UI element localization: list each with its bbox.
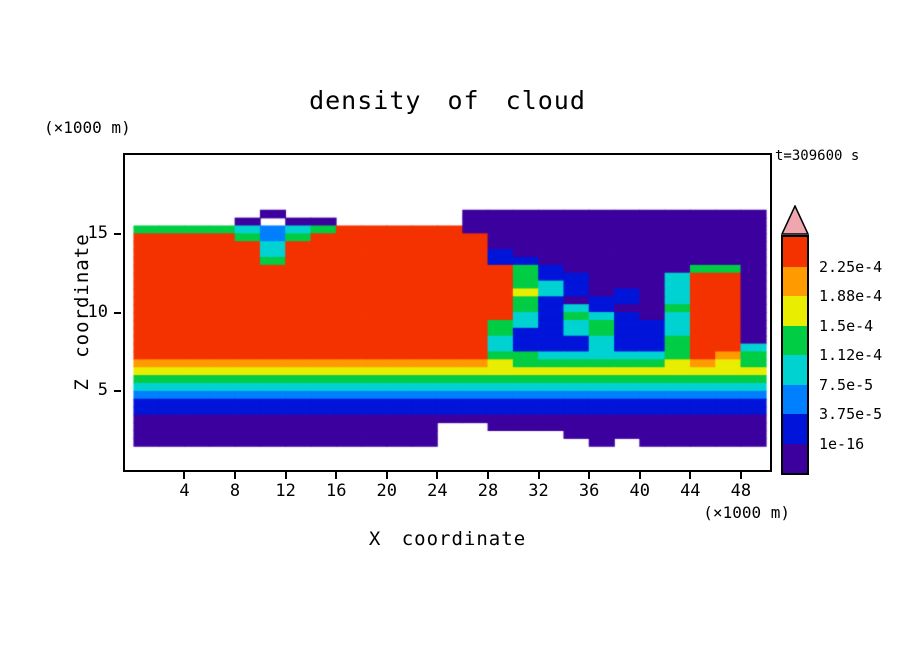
x-axis-tick-label: 32: [528, 481, 549, 501]
colorbar-segment: [783, 414, 807, 444]
colorbar-level-label: 1.5e-4: [819, 316, 874, 335]
x-axis-tick-label: 20: [376, 481, 398, 501]
plot-frame: [123, 153, 772, 472]
colorbar-segment: [783, 384, 807, 414]
x-axis-tick: [183, 472, 186, 479]
x-axis-tick-label: 44: [680, 481, 701, 501]
colorbar-level-label: 2.25e-4: [819, 257, 883, 276]
x-axis-tick: [537, 472, 540, 479]
x-axis-tick: [486, 472, 489, 479]
colorbar-level-label: 1.88e-4: [819, 287, 883, 305]
x-axis-tick-label: 4: [179, 481, 190, 501]
colorbar-segment: [783, 325, 807, 355]
y-axis-tick: [114, 311, 121, 314]
x-axis-tick: [588, 472, 591, 479]
colorbar-segment: [783, 237, 807, 267]
colorbar-level-label: 1.12e-4: [819, 346, 883, 364]
colorbar: 1e-16 3.75e-5 7.5e-5 1.12e-4 1.5e-4 1.88e-4 2.…: [781, 205, 901, 475]
colorbar-overflow-arrow: [781, 205, 809, 235]
x-axis-tick-label: 36: [578, 481, 600, 501]
x-axis-tick-label: 8: [229, 481, 241, 501]
x-axis-tick: [689, 472, 692, 479]
y-axis-tick-label: 5: [97, 380, 108, 401]
colorbar-level-label: 1e-16: [819, 434, 865, 453]
x-axis-tick: [739, 472, 742, 479]
y-axis-tick-label: 15: [87, 222, 108, 243]
heatmap-canvas: [125, 155, 770, 470]
x-axis-tick: [436, 472, 439, 479]
x-axis-tick-label: 12: [275, 481, 296, 501]
x-axis-tick-label: 28: [477, 481, 499, 501]
colorbar-segment: [783, 443, 807, 473]
time-annotation: t=309600 s: [775, 148, 860, 164]
x-axis-tick: [638, 472, 641, 479]
x-axis-tick: [234, 472, 237, 479]
x-axis-tick-label: 24: [427, 481, 448, 501]
colorbar-segment: [783, 266, 807, 296]
y-axis-tick: [114, 390, 121, 393]
z-axis-unit-label: (×1000 m): [44, 118, 131, 137]
colorbar-scale: [781, 235, 809, 475]
y-axis-tick: [114, 232, 121, 235]
x-axis-tick: [385, 472, 388, 479]
colorbar-level-label: 7.5e-5: [819, 375, 874, 394]
x-axis-unit-label: (×1000 m): [703, 503, 790, 522]
x-axis-title: X coordinate: [368, 528, 527, 550]
x-axis-tick-label: 40: [629, 481, 650, 501]
chart-title: density of cloud: [309, 86, 586, 115]
colorbar-level-label: 3.75e-5: [819, 405, 883, 423]
y-axis-tick-label: 10: [87, 301, 108, 322]
x-axis-tick: [335, 472, 338, 479]
colorbar-segment: [783, 296, 807, 326]
x-axis-tick-label: 16: [325, 481, 347, 501]
x-axis-tick-label: 48: [730, 481, 752, 501]
x-axis-tick: [284, 472, 287, 479]
colorbar-segment: [783, 355, 807, 385]
